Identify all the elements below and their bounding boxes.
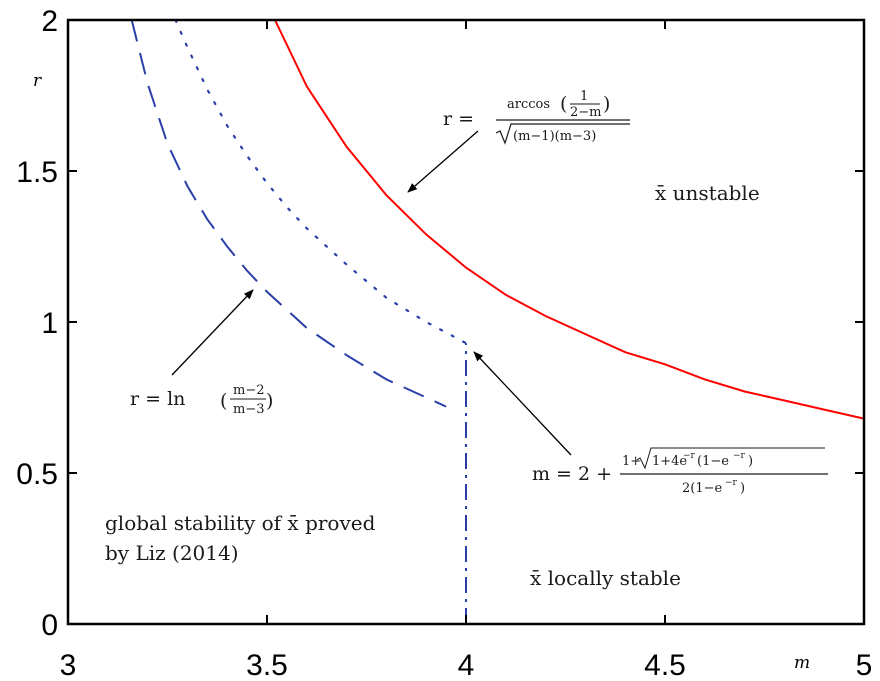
unstable-region-label: x̄ unstable — [655, 181, 760, 205]
formula-red-close-paren: ) — [603, 93, 610, 115]
series-solid-line — [274, 19, 865, 420]
formula-red-arccos: arccos — [507, 97, 550, 112]
formula-red-inner-num: 1 — [580, 89, 588, 104]
y-tick-label: 1.5 — [16, 156, 58, 189]
formula-red-open-paren: ( — [560, 93, 567, 115]
x-tick-label: 4.5 — [644, 649, 686, 681]
x-axis-label: m — [794, 653, 810, 673]
formula-red-inner-den: 2−m — [570, 105, 602, 120]
y-tick-label: 0 — [41, 609, 58, 642]
tick-layer — [67, 19, 865, 625]
formula-ln-close-paren: ) — [266, 390, 273, 412]
x-tick-label: 3.5 — [246, 649, 288, 681]
x-tick-label: 4 — [458, 649, 475, 681]
y-tick-label: 1 — [41, 307, 58, 340]
y-tick-label: 0.5 — [16, 458, 58, 491]
formula-m-num-pre: 1+ — [622, 454, 641, 469]
formula-ln-den: m−3 — [233, 402, 265, 417]
formula-m-num-end: ) — [748, 454, 753, 469]
formula-m-sqrt-sign — [636, 447, 825, 470]
x-tick-label: 5 — [856, 649, 873, 681]
x-tick-label: 3 — [60, 649, 77, 681]
formula-ln-open-paren: ( — [220, 390, 227, 412]
formula-red-curve: r = arccos ( 1 2−m ) (m−1)(m−3) — [443, 89, 630, 145]
formula-ln-curve: r = ln ( m−2 m−3 ) — [130, 383, 273, 417]
arrow-to-boundary-point — [473, 351, 572, 456]
formula-m-num-exp1: −r — [683, 451, 696, 461]
arrow-to-red-curve — [407, 130, 479, 193]
formula-red-sqrt-sign — [495, 123, 630, 145]
arrow-to-dashed-curve — [171, 289, 254, 376]
formula-red-lhs: r = — [443, 108, 474, 130]
formula-red-den: (m−1)(m−3) — [513, 129, 596, 144]
formula-m-lhs: m = 2 + — [532, 463, 612, 485]
series-layer — [130, 18, 865, 624]
formula-m-num-mid: (1−e — [697, 454, 729, 469]
global-stability-label-line1: global stability of x̄ proved — [105, 511, 376, 535]
formula-ln-num: m−2 — [233, 383, 265, 398]
y-axis-label: r — [33, 71, 42, 91]
formula-ln-lhs: r = ln — [130, 388, 185, 410]
formula-m-boundary: m = 2 + 1+ 1+4e −r (1−e −r ) 2(1−e −r ) — [532, 447, 828, 496]
formula-m-den-pre: 2(1−e — [682, 481, 723, 496]
locally-stable-region-label: x̄ locally stable — [530, 566, 681, 590]
formula-m-num-exp2: −r — [733, 451, 746, 461]
formula-m-den-exp: −r — [725, 478, 738, 488]
global-stability-label-line2: by Liz (2014) — [105, 541, 239, 565]
tick-label-layer: 3 3.5 4 4.5 5 0 0.5 1 1.5 2 — [16, 5, 872, 681]
formula-m-den-end: ) — [740, 481, 745, 496]
y-tick-label: 2 — [41, 5, 58, 38]
series-dashed-line — [130, 19, 447, 408]
formula-m-num-root: 1+4e — [652, 454, 687, 469]
